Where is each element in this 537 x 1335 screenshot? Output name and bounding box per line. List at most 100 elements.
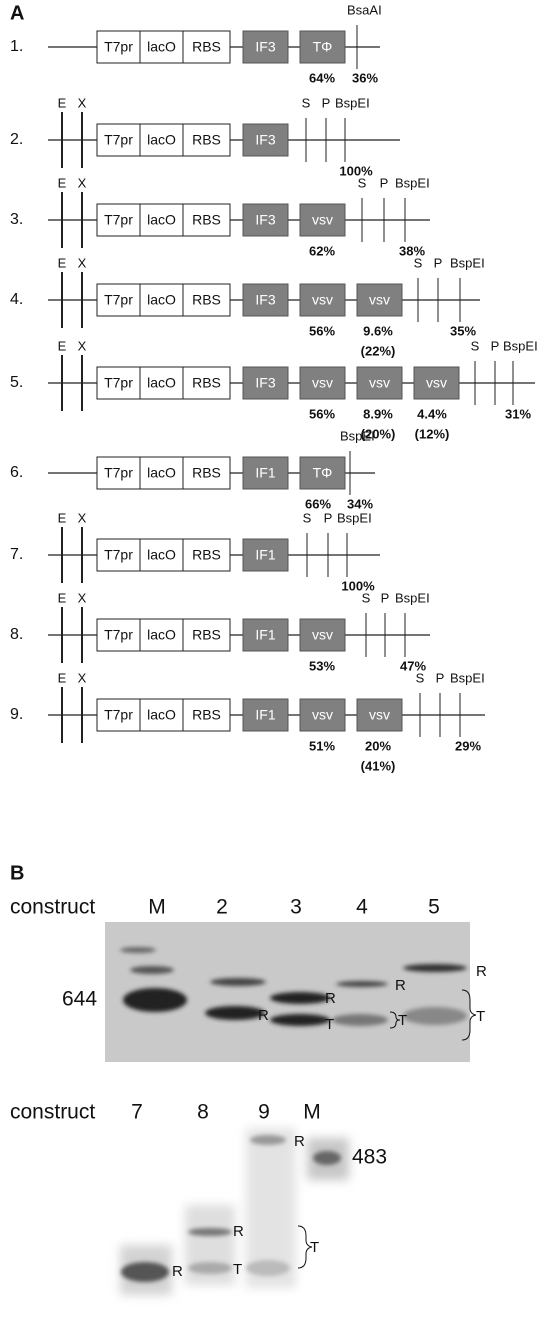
box-label: IF1 [255,707,275,723]
site-label: P [380,175,389,190]
box-label: T7pr [104,547,133,563]
percent: 31% [505,406,531,421]
panel-label: B [10,862,24,884]
band-label: R [294,1133,305,1150]
box-label: IF3 [255,292,275,308]
site-label: S [471,338,480,353]
box-label: RBS [192,465,221,481]
box-label: vsv [369,375,390,391]
site-label: X [78,590,87,605]
construct-number: 6. [10,464,23,481]
lane-label: 9 [258,1101,270,1124]
lane-label: 3 [290,896,302,919]
box-label: IF3 [255,375,275,391]
box-label: lacO [147,212,176,228]
site-label: P [322,95,331,110]
site-label: P [436,670,445,685]
site-label: S [416,670,425,685]
band-label: T [476,1008,485,1025]
construct-number: 5. [10,374,23,391]
box-label: vsv [312,212,333,228]
site-label: E [58,590,67,605]
lane-label: M [303,1101,321,1124]
box-label: lacO [147,132,176,148]
box-label: T7pr [104,132,133,148]
box-label: RBS [192,292,221,308]
box-label: IF1 [255,547,275,563]
box-label: TΦ [313,39,333,55]
lane-label: 4 [356,896,368,919]
band-label: R [476,963,487,980]
box-label: T7pr [104,292,133,308]
site-label: E [58,670,67,685]
box-label: vsv [312,627,333,643]
band-label: T [310,1239,319,1256]
site-label: X [78,95,87,110]
percent-note: (41%) [361,758,396,773]
box-label: vsv [312,375,333,391]
gel-heading: construct [10,896,95,919]
construct-number: 7. [10,546,23,563]
site-label: E [58,175,67,190]
site-label: BspEI [450,670,485,685]
lane-label: 8 [197,1101,209,1124]
lane-label: 2 [216,896,228,919]
marker-size: 644 [62,988,97,1011]
site-label: S [303,510,312,525]
gels [105,922,476,1295]
box-label: RBS [192,547,221,563]
percent: 4.4% [417,406,447,421]
box-label: lacO [147,39,176,55]
site-label: P [434,255,443,270]
site-label: X [78,255,87,270]
box-label: RBS [192,39,221,55]
box-label: vsv [312,292,333,308]
construct-number: 4. [10,291,23,308]
box-label: TΦ [313,465,333,481]
percent: 9.6% [363,323,393,338]
site-label: S [302,95,311,110]
box-label: IF3 [255,39,275,55]
percent: 56% [309,406,335,421]
percent: 8.9% [363,406,393,421]
site-label: P [381,590,390,605]
percent-note: (12%) [415,426,450,441]
site-label: BspEI [503,338,537,353]
percent: 64% [309,70,335,85]
band-label: R [395,977,406,994]
percent: 51% [309,738,335,753]
box-label: lacO [147,375,176,391]
box-label: T7pr [104,707,133,723]
box-label: T7pr [104,627,133,643]
box-label: lacO [147,547,176,563]
box-label: IF3 [255,132,275,148]
band-label: R [325,990,336,1007]
percent-note: (22%) [361,343,396,358]
site-label: BspEI [450,255,485,270]
lane-label: M [148,896,166,919]
box-label: lacO [147,292,176,308]
construct-number: 3. [10,211,23,228]
percent: 53% [309,658,335,673]
site-label: X [78,510,87,525]
box-label: RBS [192,132,221,148]
box-label: IF1 [255,627,275,643]
site-label: BspEI [335,95,370,110]
box-label: IF1 [255,465,275,481]
site-label: P [324,510,333,525]
construct-number: 9. [10,706,23,723]
site-label: X [78,670,87,685]
box-label: lacO [147,707,176,723]
box-label: RBS [192,707,221,723]
box-label: RBS [192,375,221,391]
site-label: E [58,255,67,270]
site-label: E [58,338,67,353]
box-label: vsv [426,375,447,391]
box-label: vsv [369,707,390,723]
site-label: BspEI [337,510,372,525]
box-label: lacO [147,465,176,481]
construct-number: 1. [10,38,23,55]
box-label: T7pr [104,375,133,391]
site-label: E [58,95,67,110]
box-label: vsv [369,292,390,308]
